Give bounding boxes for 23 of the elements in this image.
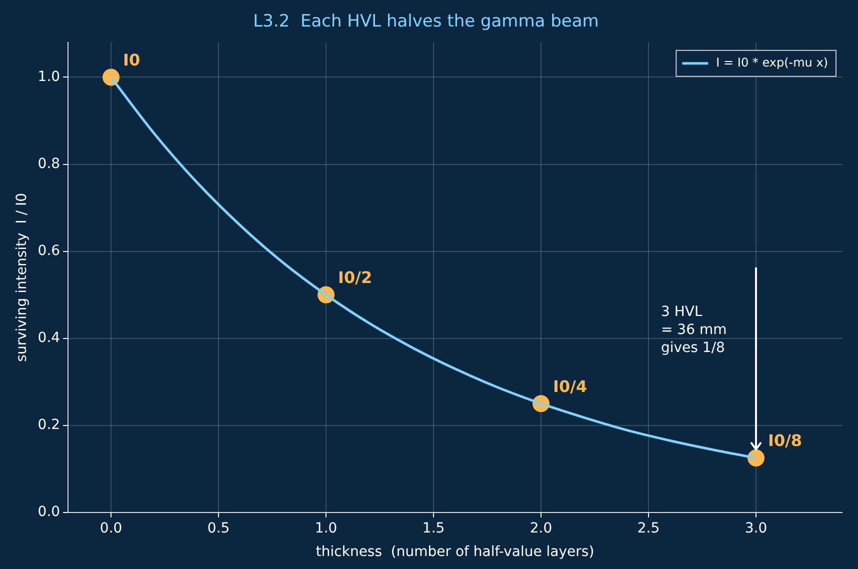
y-tick-label: 0.6 (38, 242, 60, 259)
legend-label: I = I0 * exp(-mu x) (716, 56, 828, 70)
chart-title: L3.2 Each HVL halves the gamma beam (253, 12, 599, 32)
data-label: I0 (123, 50, 140, 70)
y-tick-label: 0.4 (38, 330, 60, 346)
y-axis-title: surviving intensity I / I0 (14, 192, 30, 362)
x-tick-label: 1.0 (314, 520, 338, 536)
x-tick-label: 1.5 (422, 520, 445, 536)
y-tick-label: 0.2 (38, 417, 60, 434)
data-label: I0/4 (553, 376, 588, 396)
point (102, 68, 120, 86)
x-axis-title: thickness (number of half-value layers) (316, 544, 594, 560)
data-label: I0/2 (338, 268, 372, 287)
y-tick-label: 0.0 (38, 504, 60, 520)
x-tick-label: 0.5 (207, 520, 230, 536)
x-tick-label: 2.5 (637, 520, 660, 536)
y-tick-label: 1.0 (38, 68, 60, 85)
annotation: 3 HVL = 36 mm gives 1/8 (661, 304, 727, 356)
x-tick-label: 3.0 (744, 520, 768, 536)
x-tick-label: 0.0 (100, 520, 122, 536)
y-tick-label: 0.8 (38, 156, 60, 172)
x-tick-label: 2.0 (530, 520, 552, 536)
data-label: I0/8 (768, 431, 802, 450)
